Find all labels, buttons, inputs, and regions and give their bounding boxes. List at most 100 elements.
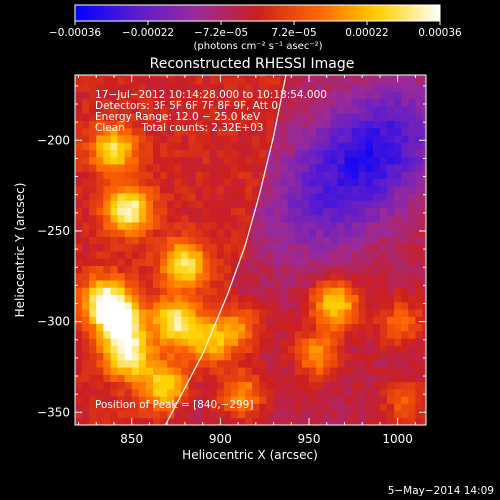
- heatmap-cell: [82, 287, 90, 296]
- heatmap-cell: [259, 91, 268, 100]
- heatmap-cell: [344, 359, 353, 368]
- heatmap-cell: [394, 243, 402, 252]
- heatmap-cell: [181, 250, 190, 259]
- heatmap-cell: [266, 345, 275, 354]
- heatmap-cell: [174, 76, 182, 85]
- heatmap-cell: [167, 171, 175, 179]
- heatmap-cell: [238, 84, 246, 92]
- heatmap-cell: [301, 308, 310, 317]
- heatmap-cell: [103, 330, 112, 339]
- heatmap-cell: [337, 279, 346, 288]
- heatmap-cell: [75, 236, 83, 245]
- heatmap-cell: [394, 236, 402, 245]
- heatmap-cell: [124, 359, 133, 368]
- heatmap-cell: [167, 258, 175, 267]
- heatmap-cell: [259, 236, 268, 245]
- heatmap-cell: [280, 149, 289, 158]
- heatmap-cell: [216, 221, 225, 230]
- heatmap-cell: [394, 192, 402, 201]
- heatmap-cell: [75, 229, 83, 237]
- heatmap-cell: [89, 113, 97, 121]
- heatmap-cell: [287, 91, 296, 100]
- heatmap-cell: [415, 134, 424, 143]
- heatmap-cell: [266, 75, 275, 78]
- heatmap-cell: [351, 105, 360, 114]
- heatmap-cell: [181, 403, 190, 412]
- heatmap-cell: [75, 323, 83, 332]
- heatmap-cell: [365, 156, 374, 165]
- heatmap-cell: [358, 308, 367, 317]
- heatmap-cell: [330, 366, 338, 375]
- heatmap-cell: [330, 75, 338, 78]
- heatmap-cell: [330, 337, 338, 346]
- heatmap-cell: [174, 381, 182, 390]
- heatmap-cell: [259, 258, 268, 267]
- heatmap-cell: [89, 105, 97, 114]
- heatmap-cell: [195, 134, 204, 143]
- heatmap-cell: [280, 330, 289, 339]
- heatmap-cell: [365, 221, 374, 230]
- heatmap-cell: [167, 366, 175, 375]
- heatmap-cell: [103, 185, 112, 194]
- heatmap-cell: [110, 330, 119, 339]
- heatmap-cell: [294, 75, 303, 78]
- heatmap-cell: [316, 156, 324, 165]
- heatmap-cell: [75, 287, 83, 296]
- heatmap-cell: [216, 214, 225, 223]
- heatmap-cell: [160, 250, 168, 259]
- heatmap-cell: [358, 192, 367, 201]
- heatmap-cell: [330, 178, 338, 187]
- heatmap-cell: [245, 243, 253, 252]
- heatmap-cell: [287, 374, 296, 383]
- heatmap-cell: [238, 113, 246, 121]
- heatmap-cell: [238, 200, 246, 208]
- heatmap-cell: [89, 120, 97, 129]
- heatmap-cell: [266, 337, 275, 346]
- heatmap-cell: [323, 98, 331, 107]
- heatmap-cell: [75, 214, 83, 223]
- heatmap-cell: [75, 185, 83, 194]
- heatmap-cell: [103, 359, 112, 368]
- heatmap-cell: [387, 272, 395, 281]
- heatmap-cell: [216, 294, 225, 303]
- heatmap-cell: [124, 388, 133, 397]
- heatmap-cell: [124, 243, 133, 252]
- heatmap-cell: [167, 250, 175, 259]
- heatmap-cell: [160, 272, 168, 281]
- heatmap-cell: [153, 178, 161, 187]
- heatmap-cell: [358, 366, 367, 375]
- heatmap-cell: [259, 75, 268, 78]
- heatmap-cell: [202, 149, 211, 158]
- heatmap-cell: [96, 403, 104, 412]
- heatmap-cell: [266, 127, 275, 136]
- heatmap-cell: [238, 185, 246, 194]
- heatmap-cell: [75, 272, 83, 281]
- heatmap-cell: [153, 134, 161, 143]
- heatmap-cell: [387, 200, 395, 208]
- heatmap-cell: [401, 250, 409, 259]
- heatmap-cell: [316, 105, 324, 114]
- heatmap-cell: [153, 395, 161, 404]
- heatmap-cell: [330, 221, 338, 230]
- heatmap-cell: [415, 279, 424, 288]
- heatmap-cell: [408, 120, 416, 129]
- heatmap-cell: [188, 142, 197, 150]
- heatmap-cell: [415, 345, 424, 354]
- heatmap-cell: [202, 207, 211, 216]
- heatmap-cell: [294, 163, 303, 172]
- heatmap-cell: [301, 403, 310, 412]
- heatmap-cell: [344, 308, 353, 317]
- heatmap-cell: [138, 323, 147, 332]
- heatmap-cell: [103, 374, 112, 383]
- heatmap-cell: [96, 243, 104, 252]
- heatmap-cell: [82, 265, 90, 274]
- heatmap-cell: [195, 403, 204, 412]
- heatmap-cell: [103, 113, 112, 121]
- heatmap-cell: [422, 316, 426, 325]
- heatmap-cell: [309, 142, 317, 150]
- heatmap-cell: [153, 359, 161, 368]
- heatmap-cell: [358, 403, 367, 412]
- heatmap-cell: [287, 359, 296, 368]
- heatmap-cell: [372, 113, 381, 121]
- heatmap-cell: [309, 359, 317, 368]
